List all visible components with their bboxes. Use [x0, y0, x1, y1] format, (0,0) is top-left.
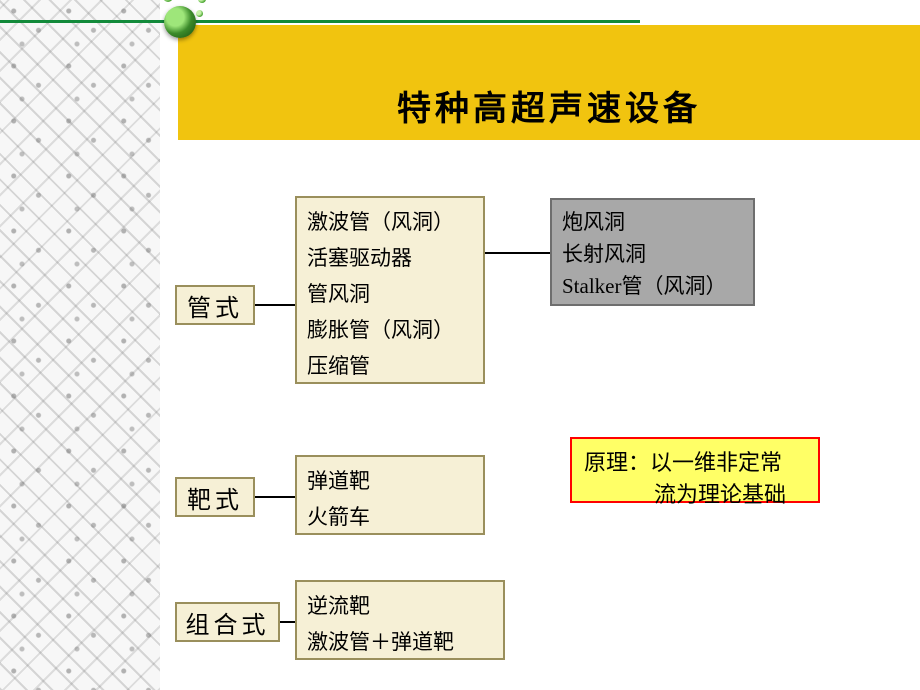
title-band: 特种高超声速设备 — [0, 25, 920, 140]
category-label-tube: 管式 — [175, 285, 255, 325]
category-panel-combo: 逆流靶激波管＋弹道靶 — [295, 580, 505, 660]
connector-line — [255, 304, 295, 306]
list-item: 压缩管 — [307, 348, 473, 384]
bullet-icon-small — [196, 10, 203, 17]
connector-line — [280, 621, 295, 623]
list-item: 长射风洞 — [562, 238, 743, 270]
page-title: 特种高超声速设备 — [178, 48, 920, 163]
category-label-text: 靶式 — [187, 480, 243, 515]
note-line: 原理：以一维非定常 — [584, 447, 806, 479]
category-panel-tube: 激波管（风洞）活塞驱动器管风洞膨胀管（风洞）压缩管 — [295, 196, 485, 384]
list-item: 弹道靶 — [307, 463, 473, 499]
category-label-text: 组合式 — [186, 605, 270, 640]
list-item: 炮风洞 — [562, 206, 743, 238]
bullet-icon-small — [198, 0, 206, 3]
list-item: Stalker管（风洞） — [562, 270, 743, 302]
bullet-icon — [164, 6, 196, 38]
list-item: 激波管（风洞） — [307, 204, 473, 240]
green-accent-line — [0, 20, 640, 23]
secondary-panel: 炮风洞长射风洞Stalker管（风洞） — [550, 198, 755, 306]
connector-line — [485, 252, 550, 254]
list-item: 管风洞 — [307, 276, 473, 312]
list-item: 激波管＋弹道靶 — [307, 624, 493, 660]
bullet-icon-small — [163, 0, 173, 2]
list-item: 火箭车 — [307, 499, 473, 535]
list-item: 活塞驱动器 — [307, 240, 473, 276]
connector-line — [255, 496, 295, 498]
principle-note: 原理：以一维非定常流为理论基础 — [570, 437, 820, 503]
list-item: 膨胀管（风洞） — [307, 312, 473, 348]
list-item: 逆流靶 — [307, 588, 493, 624]
note-line: 流为理论基础 — [584, 479, 806, 511]
category-label-target: 靶式 — [175, 477, 255, 517]
category-label-text: 管式 — [187, 288, 243, 323]
category-label-combo: 组合式 — [175, 602, 280, 642]
category-panel-target: 弹道靶火箭车 — [295, 455, 485, 535]
